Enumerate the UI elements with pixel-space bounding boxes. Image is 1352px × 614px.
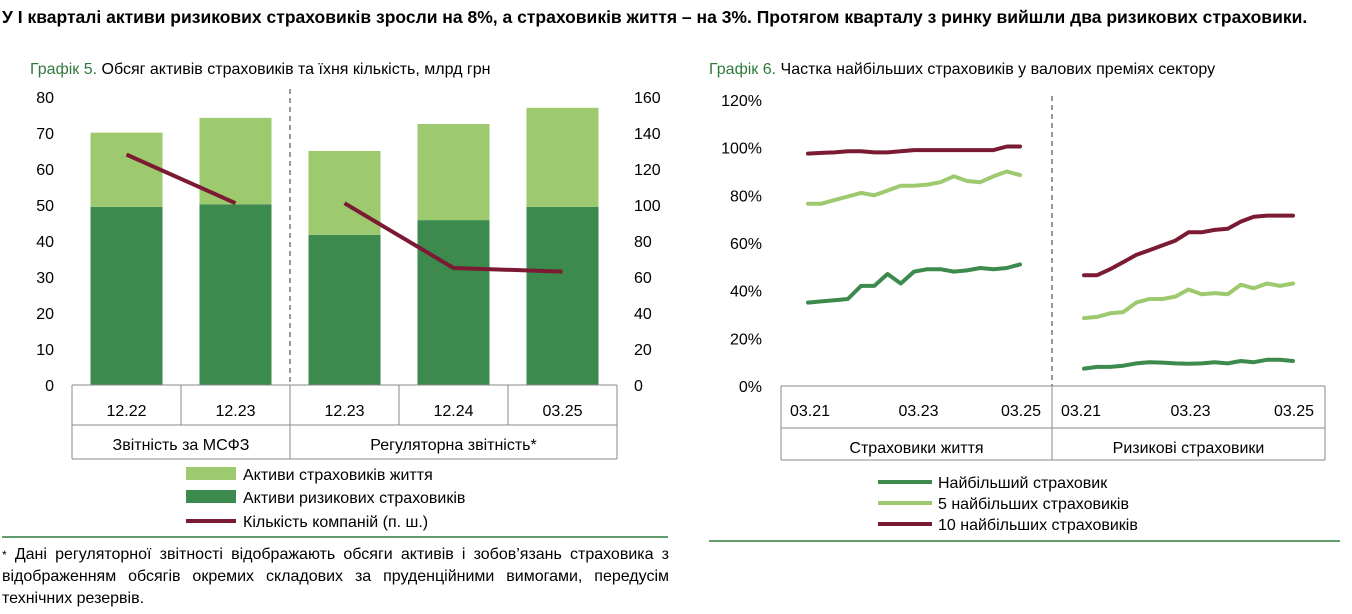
x-tick-label: 03.25	[1274, 403, 1314, 420]
legend-label-0: Найбільший страховик	[938, 475, 1108, 492]
y-tick-label: 60%	[730, 236, 762, 253]
series-line-0-2	[806, 144, 1022, 156]
y-tick-label: 30	[36, 270, 54, 287]
legend-label-life: Активи страховиків життя	[243, 467, 433, 484]
company-count-line	[343, 201, 563, 274]
y2-tick-label: 100	[634, 198, 661, 215]
x-tick-label: 12.23	[215, 403, 255, 420]
page-headline: У І кварталі активи ризикових страховикі…	[2, 7, 1308, 27]
chart5-title-text: Обсяг активів страховиків та їхня кількі…	[97, 61, 491, 78]
chart5: 0 10 20 30 40 50 60 70 80 0 20 40 60 80 100 120 140 160 12…	[2, 89, 668, 538]
bar-life-assets	[417, 124, 490, 221]
y2-tick-label: 40	[634, 306, 652, 323]
footnote: * Дані регуляторної звітності відображаю…	[2, 544, 669, 610]
x-tick-label: 12.22	[106, 403, 146, 420]
series-line-1-1	[1082, 281, 1295, 321]
x-tick-label: 12.23	[324, 403, 364, 420]
series-line-1-0	[1082, 357, 1295, 371]
y-tick-label: 80	[36, 90, 54, 107]
legend-swatch-life	[186, 467, 236, 480]
bar-risk-assets	[90, 206, 163, 385]
bar-life-assets	[199, 117, 272, 205]
company-count-line	[125, 152, 237, 206]
x-tick-label: 03.25	[542, 403, 582, 420]
x-tick-label: 03.23	[898, 403, 938, 420]
chart5-title-label: Графік 5.	[30, 61, 98, 78]
group-label-1: Регуляторна звітність*	[370, 437, 536, 454]
y-tick-label: 20%	[730, 331, 762, 348]
x-tick-label: 12.24	[433, 403, 473, 420]
y-tick-label: 50	[36, 198, 54, 215]
y2-tick-label: 20	[634, 342, 652, 359]
chart6-title-label: Графік 6.	[709, 61, 777, 78]
bar-risk-assets	[308, 234, 381, 385]
y-tick-label: 0	[45, 378, 54, 395]
bar-risk-assets	[417, 220, 490, 385]
chart6-title: Графік 6. Частка найбільших страховиків …	[709, 61, 1215, 79]
legend-label-2: 10 найбільших страховиків	[938, 517, 1138, 534]
legend-swatch-risk	[186, 490, 236, 503]
y-tick-label: 0%	[739, 379, 762, 396]
series-line-0-0	[806, 262, 1022, 305]
y-tick-label: 60	[36, 162, 54, 179]
y2-tick-label: 160	[634, 90, 661, 107]
bar-life-assets	[90, 132, 163, 207]
y-tick-label: 70	[36, 126, 54, 143]
bar-risk-assets	[526, 206, 599, 385]
x-tick-label: 03.21	[790, 403, 830, 420]
panel-label-1: Ризикові страховики	[1113, 440, 1265, 457]
series-line-0-1	[806, 169, 1022, 206]
y-tick-label: 80%	[730, 188, 762, 205]
series-line-1-2	[1082, 213, 1295, 278]
y2-tick-label: 0	[634, 378, 643, 395]
y2-tick-label: 60	[634, 270, 652, 287]
y-tick-label: 100%	[721, 141, 762, 158]
y-tick-label: 120%	[721, 93, 762, 110]
x-tick-label: 03.21	[1061, 403, 1101, 420]
y-tick-label: 10	[36, 342, 54, 359]
footnote-star: *	[2, 548, 7, 562]
bar-life-assets	[526, 107, 599, 207]
legend-label-1: 5 найбільших страховиків	[938, 496, 1129, 513]
x-tick-label: 03.23	[1170, 403, 1210, 420]
chart5-title: Графік 5. Обсяг активів страховиків та ї…	[30, 61, 490, 79]
y-tick-label: 20	[36, 306, 54, 323]
y-tick-label: 40%	[730, 284, 762, 301]
group-label-0: Звітність за МСФЗ	[113, 437, 250, 454]
y2-tick-label: 140	[634, 126, 661, 143]
panel-label-0: Страховики життя	[849, 440, 983, 457]
bar-risk-assets	[199, 204, 272, 385]
legend-label-count: Кількість компаній (п. ш.)	[243, 514, 428, 531]
y2-tick-label: 80	[634, 234, 652, 251]
y2-tick-label: 120	[634, 162, 661, 179]
y-tick-label: 40	[36, 234, 54, 251]
legend-label-risk: Активи ризикових страховиків	[243, 490, 465, 507]
x-tick-label: 03.25	[1001, 403, 1041, 420]
bar-life-assets	[308, 151, 381, 235]
chart6-title-text: Частка найбільших страховиків у валових …	[776, 61, 1216, 78]
footnote-text: Дані регуляторної звітності відображають…	[2, 546, 669, 607]
